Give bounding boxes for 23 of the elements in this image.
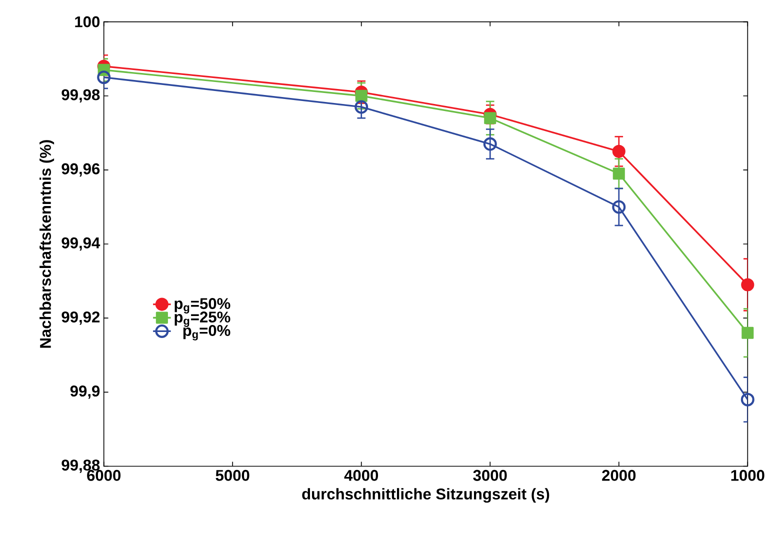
x-tick-label: 4000 bbox=[344, 470, 378, 481]
x-tick-label: 2000 bbox=[602, 470, 636, 481]
point bbox=[355, 90, 368, 102]
point bbox=[483, 137, 497, 151]
y-tick-label: 99,98 bbox=[62, 89, 100, 103]
point bbox=[354, 100, 368, 114]
point bbox=[612, 144, 626, 158]
x-tick-label: 5000 bbox=[216, 470, 250, 481]
x-axis-title: durchschnittliche Sitzungszeit (s) bbox=[302, 488, 550, 503]
point bbox=[612, 168, 625, 180]
y-tick-label: 99,94 bbox=[62, 237, 100, 251]
y-axis-title: Nachbarschaftskenntnis (%) bbox=[40, 140, 54, 348]
point bbox=[740, 392, 754, 406]
y-tick-label: 100 bbox=[75, 16, 100, 28]
point bbox=[612, 200, 626, 214]
point bbox=[741, 278, 754, 292]
x-tick-label: 3000 bbox=[473, 470, 507, 481]
y-tick-label: 99,96 bbox=[62, 163, 100, 177]
point bbox=[742, 326, 754, 339]
y-tick-label: 99,9 bbox=[70, 386, 100, 399]
point bbox=[484, 112, 496, 124]
y-tick-label: 99,92 bbox=[62, 311, 100, 325]
x-tick-label: 1000 bbox=[731, 470, 764, 481]
